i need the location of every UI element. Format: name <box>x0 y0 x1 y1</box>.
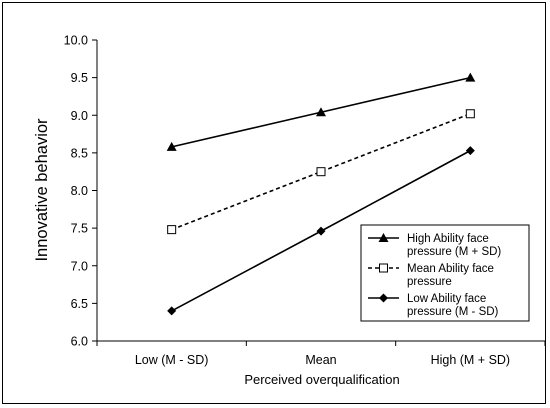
legend-marker-2 <box>379 263 388 273</box>
series-3-point <box>316 226 326 236</box>
legend-marker-1 <box>378 233 389 242</box>
y-tick-label: 7.0 <box>71 259 88 273</box>
series-2-point <box>465 109 475 119</box>
series-2-point <box>167 225 177 235</box>
series-2-point <box>316 167 326 177</box>
series-markers <box>166 72 476 316</box>
legend-label: pressure (M + SD) <box>407 246 501 258</box>
legend-label: Mean Ability face <box>407 263 494 275</box>
y-tick-label: 10.0 <box>64 34 88 48</box>
legend-box <box>360 224 530 322</box>
y-tick-label: 6.0 <box>71 335 88 349</box>
x-tick-label: High (M + SD) <box>431 353 511 367</box>
x-axis-title: Perceived overqualification <box>244 372 399 387</box>
y-tick-label: 9.5 <box>71 71 88 85</box>
axes <box>92 39 546 346</box>
y-tick-label: 6.5 <box>71 297 88 311</box>
legend-label: pressure <box>407 276 452 288</box>
y-axis-title: Innovative behavior <box>33 118 51 262</box>
y-tick-label: 7.5 <box>71 222 88 236</box>
chart-frame <box>2 2 546 404</box>
series-1-point <box>166 141 177 151</box>
x-tick-label: Mean <box>305 353 336 367</box>
x-tick-label: Low (M - SD) <box>135 353 209 367</box>
x-tick-labels: Low (M - SD) Mean High (M + SD) <box>135 353 510 367</box>
series-1-point <box>465 72 476 82</box>
legend-label: pressure (M - SD) <box>407 306 499 318</box>
series-3-point <box>167 306 177 316</box>
y-tick-label: 8.5 <box>71 146 88 160</box>
y-tick-label: 9.0 <box>71 109 88 123</box>
series-line-2 <box>171 112 471 231</box>
y-tick-labels: 6.0 6.5 7.0 7.5 8.0 8.5 9.0 9.5 10.0 <box>64 34 88 349</box>
y-tick-label: 8.0 <box>71 184 88 198</box>
series-1-point <box>316 107 326 117</box>
legend-label: Low Ability face <box>407 293 486 305</box>
series-3-point <box>465 146 475 156</box>
legend-marker-3 <box>379 293 388 303</box>
legend-label: High Ability face <box>407 233 489 245</box>
